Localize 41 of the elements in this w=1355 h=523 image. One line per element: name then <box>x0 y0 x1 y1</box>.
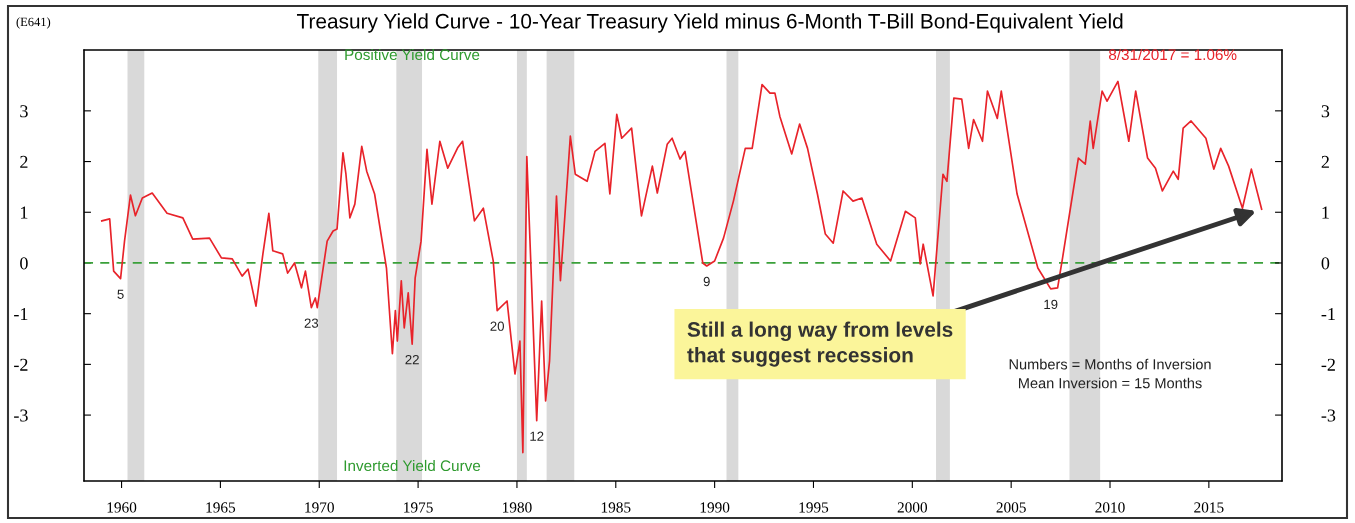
chart-title: Treasury Yield Curve - 10-Year Treasury Yield minus 6-Month T-Bill Bond-Equivalent Yield <box>296 13 1123 33</box>
x-tick-label: 1970 <box>305 502 334 513</box>
y-tick-label: -1 <box>14 308 28 320</box>
y-tick-label: 2 <box>20 155 28 168</box>
y2-tick-label: -1 <box>1321 308 1335 320</box>
y-tick-label: 1 <box>21 206 28 219</box>
x-tick-label: 1995 <box>799 502 829 513</box>
x-tick-label: 1975 <box>404 502 433 513</box>
x-tick-label: 2015 <box>1194 502 1224 513</box>
y-tick-label: -2 <box>14 358 28 371</box>
chart-subtitle: (E641) <box>16 17 51 29</box>
annotation: 22 <box>405 354 419 365</box>
line-series <box>100 80 1263 454</box>
y2-tick-label: 0 <box>1321 257 1330 270</box>
y2-tick-label: 1 <box>1322 206 1329 219</box>
annotation: 23 <box>304 318 319 328</box>
x-tick-label: 1985 <box>601 502 631 513</box>
x-tick-label: 1960 <box>107 502 137 513</box>
x-tick-label: 1965 <box>206 502 236 513</box>
x-tick-label: 2010 <box>1095 502 1125 513</box>
y2-tick-label: -2 <box>1321 358 1335 371</box>
annotation: 12 <box>530 431 544 441</box>
y-tick-label: 0 <box>20 257 28 270</box>
x-tick-label: 2005 <box>996 502 1026 513</box>
annotation: 20 <box>490 321 504 331</box>
annotation: Still a long way from levels that suggest recession <box>687 321 953 367</box>
y-tick-label: 3 <box>20 105 28 118</box>
y2-tick-label: -3 <box>1321 409 1336 422</box>
annotation: 9 <box>703 276 710 287</box>
annotation: Inverted Yield Curve <box>344 459 481 472</box>
annotation: Numbers = Months of Inversion Mean Inversion = 15 Months <box>1009 358 1211 389</box>
annotation: 19 <box>1044 299 1058 310</box>
y-tick-label: -3 <box>14 409 28 422</box>
x-tick-label: 2000 <box>897 502 928 513</box>
x-tick-label: 1980 <box>503 502 532 513</box>
y2-tick-label: 3 <box>1321 105 1330 118</box>
y2-tick-label: 2 <box>1321 155 1329 168</box>
annotation: 5 <box>117 289 124 299</box>
x-tick-label: 1990 <box>700 502 730 513</box>
annotation: Positive Yield Curve <box>345 48 480 61</box>
annotation: 8/31/2017 = 1.06% <box>1108 48 1237 61</box>
